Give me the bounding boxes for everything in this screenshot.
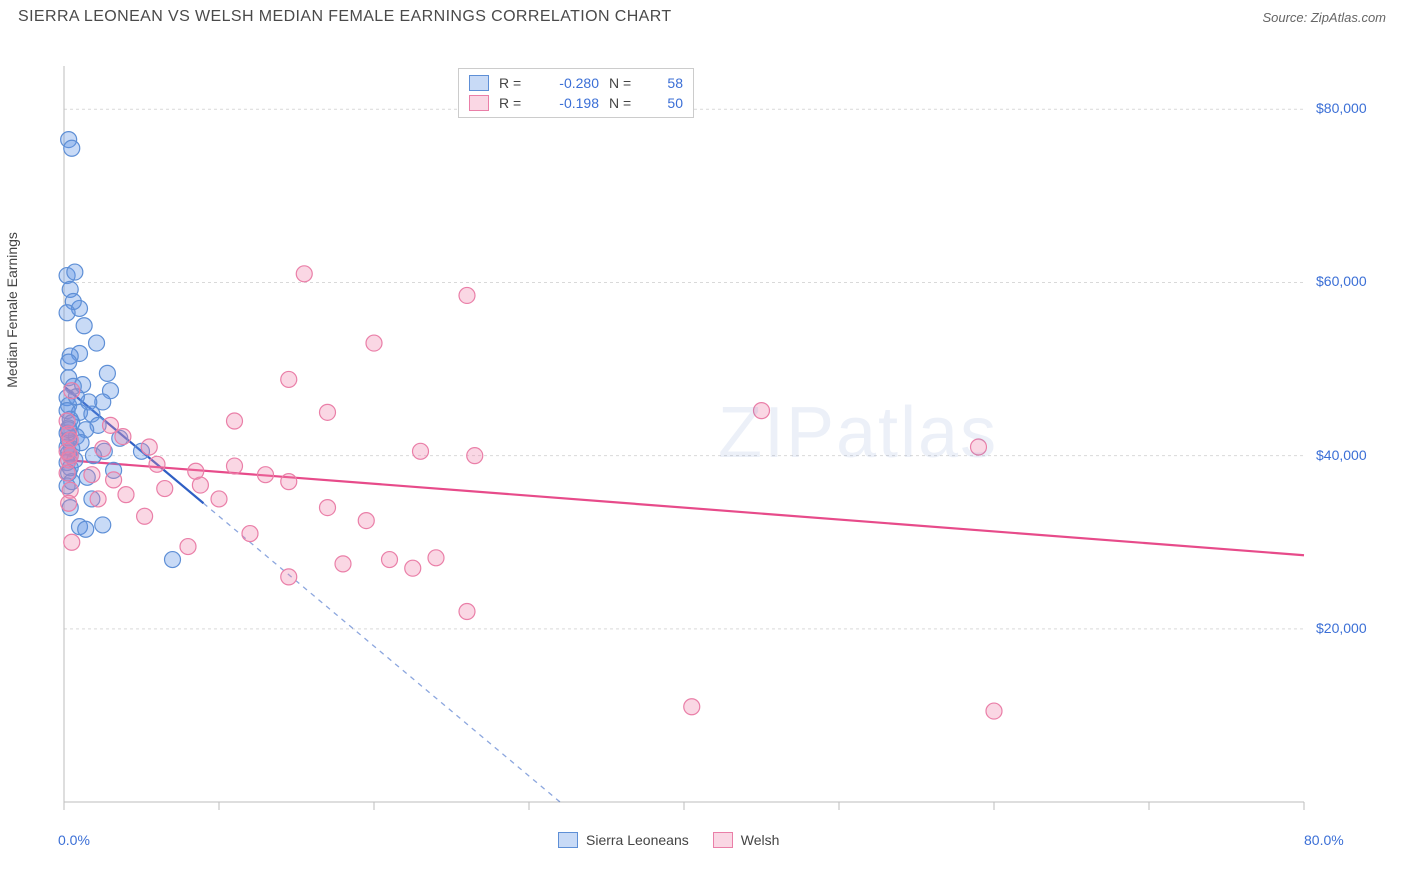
r-label: R = (499, 75, 527, 91)
y-tick-label: $40,000 (1316, 447, 1367, 463)
legend-swatch (558, 832, 578, 848)
y-tick-label: $60,000 (1316, 273, 1367, 289)
n-label: N = (609, 95, 637, 111)
y-tick-label: $20,000 (1316, 620, 1367, 636)
correlation-row: R = -0.280 N = 58 (469, 73, 683, 93)
x-axis-max-label: 80.0% (1304, 832, 1344, 848)
legend-swatch (469, 75, 489, 91)
n-value: 58 (647, 75, 683, 91)
legend-item: Sierra Leoneans (558, 832, 689, 848)
scatter-chart (18, 32, 1388, 852)
r-value: -0.280 (537, 75, 599, 91)
y-tick-label: $80,000 (1316, 100, 1367, 116)
correlation-legend: R = -0.280 N = 58 R = -0.198 N = 50 (458, 68, 694, 118)
source-attribution: Source: ZipAtlas.com (1262, 10, 1386, 25)
legend-label: Welsh (741, 832, 780, 848)
r-label: R = (499, 95, 527, 111)
chart-title: SIERRA LEONEAN VS WELSH MEDIAN FEMALE EA… (18, 8, 672, 26)
n-value: 50 (647, 95, 683, 111)
correlation-row: R = -0.198 N = 50 (469, 93, 683, 113)
legend-swatch (713, 832, 733, 848)
y-axis-label: Median Female Earnings (4, 232, 20, 388)
r-value: -0.198 (537, 95, 599, 111)
series-legend: Sierra Leoneans Welsh (558, 832, 779, 848)
n-label: N = (609, 75, 637, 91)
x-axis-min-label: 0.0% (58, 832, 90, 848)
legend-swatch (469, 95, 489, 111)
legend-item: Welsh (713, 832, 780, 848)
legend-label: Sierra Leoneans (586, 832, 689, 848)
chart-container: Median Female Earnings R =-0.280N =58R =… (18, 32, 1388, 852)
